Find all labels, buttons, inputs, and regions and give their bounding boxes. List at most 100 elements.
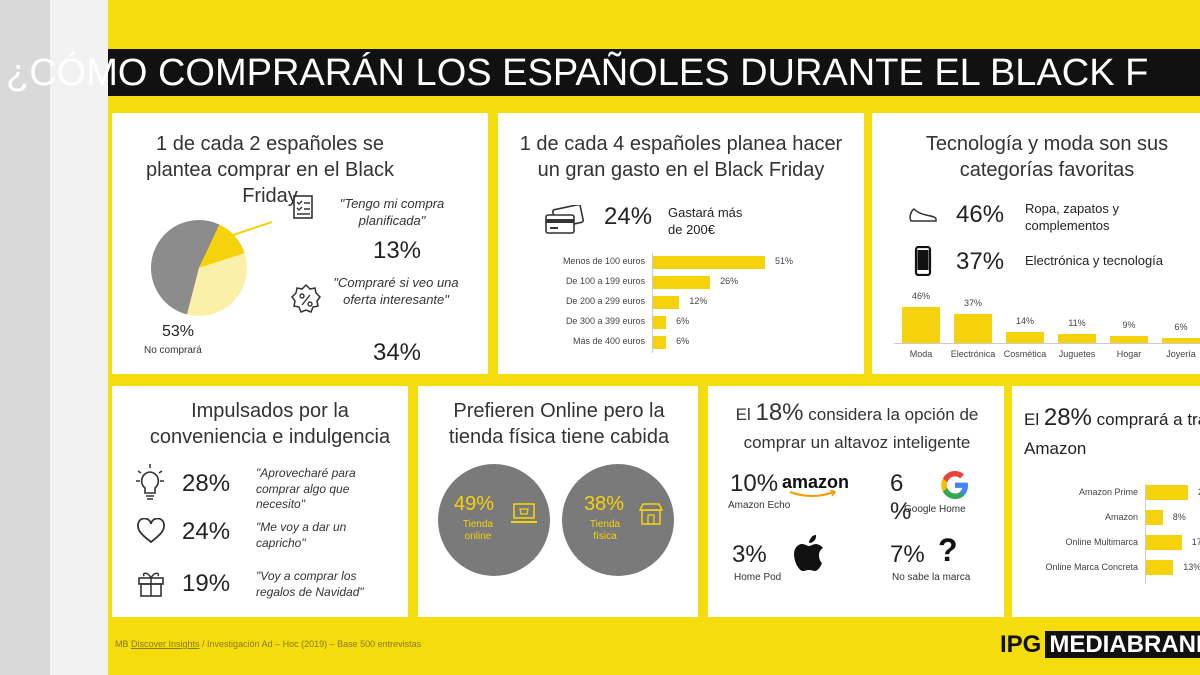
category-bar: [954, 314, 992, 343]
offer-percent: 34%: [372, 339, 422, 366]
spend-value-label: 12%: [689, 296, 708, 306]
store-circle: [562, 464, 674, 576]
category-bar: [1110, 335, 1148, 343]
left-light-strip: [50, 0, 108, 675]
gifts-percent: 19%: [182, 570, 231, 597]
category-value-label: 14%: [1015, 316, 1034, 327]
fashion-label: Ropa, zapatos y complementos: [1025, 201, 1119, 233]
category-tick-label: Hogar: [1116, 349, 1142, 359]
category-value-label: 46%: [911, 291, 930, 301]
treat-percent: 24%: [182, 518, 231, 545]
quote-need: "Aprovecharé para comprar algo que neces…: [256, 466, 356, 512]
category-value-label: 9%: [1122, 319, 1136, 330]
amazon-bar: [1146, 560, 1174, 575]
panel-categories: Tecnología y moda son sus categorías fav…: [872, 113, 1200, 374]
spend-category-label: De 300 a 399 euros: [565, 316, 645, 326]
panel-smart-speaker: El 18% considera la opción de comprar un…: [708, 386, 1004, 617]
amazon-value-label: 17: [1191, 537, 1200, 547]
amazon-value-label: 8%: [1172, 512, 1186, 522]
panel-big-spend: 1 de cada 4 españoles planea hacer un gr…: [498, 113, 864, 374]
category-bar: [1058, 334, 1096, 343]
question-mark-icon: ?: [938, 532, 958, 568]
panel-heading: El 28% comprará a través de Amazon: [1024, 404, 1200, 458]
google-home-percent: 6 %: [890, 470, 912, 525]
category-tick-label: Cosmética: [1003, 349, 1047, 359]
spend-bar: [653, 316, 667, 329]
categories-bar-chart: 46% Moda 37% Electrónica 14% Cosmética 11% Jugu…: [872, 283, 1200, 373]
page-title: ¿CÓMO COMPRARÁN LOS ESPAÑOLES DURANTE EL…: [6, 52, 1149, 94]
amazon-category-label: Amazon Prime: [1078, 487, 1138, 497]
spend-value-label: 6%: [676, 336, 690, 346]
amazon-value-label: 13%: [1183, 562, 1200, 572]
spend-bar-chart: Menos de 100 euros 51% De 100 a 199 euros 2…: [498, 253, 864, 363]
quote-planned: "Tengo mi compra planificada": [339, 196, 445, 228]
spend-bar: [653, 336, 667, 349]
discount-badge-icon: [289, 283, 323, 317]
amazon-smile-icon: [789, 490, 837, 497]
source-link[interactable]: Discover Insights: [131, 639, 200, 649]
panel-amazon: El 28% comprará a través de Amazon Amazo…: [1012, 386, 1200, 617]
big-spend-label: Gastará más de 200€: [668, 205, 743, 237]
pie-slice: [187, 253, 247, 316]
ipg-mediabrands-logo: IPGMEDIABRANDS: [1000, 631, 1200, 659]
category-tick-label: Joyería: [1166, 349, 1196, 359]
homepod-label: Home Pod: [734, 572, 782, 583]
pie-callout-line: [211, 221, 273, 243]
category-axis-line: [894, 343, 1200, 344]
online-circle: [438, 464, 550, 576]
spend-category-label: Menos de 100 euros: [562, 256, 645, 266]
category-bar: [1006, 332, 1044, 343]
store-percent: 38%: [584, 493, 625, 515]
panel-heading: Prefieren Online pero la tienda física t…: [448, 400, 670, 448]
google-logo-icon: [938, 468, 972, 502]
heading-highlight-percent: 18%: [755, 399, 804, 426]
heading-highlight-percent: 28%: [1043, 404, 1092, 431]
category-tick-label: Electrónica: [950, 349, 996, 359]
panel-convenience: Impulsados por la conveniencia e indulge…: [112, 386, 408, 617]
amazon-value-label: 2: [1198, 487, 1200, 497]
amazon-bar: [1146, 510, 1163, 525]
spend-value-label: 6%: [676, 316, 690, 326]
fashion-percent: 46%: [956, 201, 1005, 228]
spend-bar: [653, 296, 680, 309]
echo-percent: 10%: [730, 470, 779, 497]
amazon-category-label: Online Marca Concreta: [1045, 562, 1138, 572]
homepod-percent: 3%: [732, 541, 767, 568]
big-spend-percent: 24%: [604, 203, 653, 230]
unknown-brand-percent: 7%: [890, 541, 925, 568]
title-bar: [108, 49, 1200, 96]
online-label: Tienda online: [462, 519, 494, 542]
online-percent: 49%: [454, 493, 495, 515]
left-gray-strip: [0, 0, 50, 675]
panel-heading: Impulsados por la conveniencia e indulge…: [149, 400, 391, 448]
spend-value-label: 26%: [720, 276, 739, 286]
electronics-label: Electrónica y tecnología: [1025, 253, 1164, 268]
category-tick-label: Moda: [909, 349, 933, 359]
spend-bar: [653, 256, 765, 269]
panel-online-vs-store: Prefieren Online pero la tienda física t…: [418, 386, 698, 617]
checklist-icon: [290, 193, 318, 221]
amazon-category-label: Online Multimarca: [1065, 537, 1138, 547]
google-home-label: Google Home: [904, 504, 966, 515]
panel-heading: 1 de cada 2 españoles se plantea comprar…: [146, 133, 394, 207]
shop-icon: [638, 502, 664, 526]
lightbulb-icon: [134, 462, 166, 502]
no-purchase-percent: 53%: [162, 323, 195, 340]
spend-bar: [653, 276, 711, 289]
amazon-category-label: Amazon: [1104, 512, 1138, 522]
need-percent: 28%: [182, 470, 231, 497]
quote-treat: "Me voy a dar un capricho": [256, 520, 347, 550]
category-bar: [1162, 338, 1200, 343]
smartphone-icon: [914, 246, 932, 276]
apple-logo-icon: [790, 534, 826, 574]
source-footnote: MB Discover Insights / Investigación Ad …: [115, 639, 422, 649]
category-value-label: 6%: [1174, 322, 1188, 333]
quote-gifts: "Voy a comprar los regalos de Navidad": [256, 569, 364, 599]
amazon-bar-chart: Amazon Prime 2 Amazon 8% Online Multimarca 17…: [1012, 484, 1200, 584]
credit-card-icon: [544, 205, 584, 237]
quote-offer: "Compraré si veo una oferta interesante": [333, 275, 459, 307]
amazon-bar: [1146, 535, 1182, 550]
gift-icon: [136, 568, 166, 598]
planned-percent: 13%: [372, 237, 422, 264]
electronics-percent: 37%: [956, 248, 1005, 275]
